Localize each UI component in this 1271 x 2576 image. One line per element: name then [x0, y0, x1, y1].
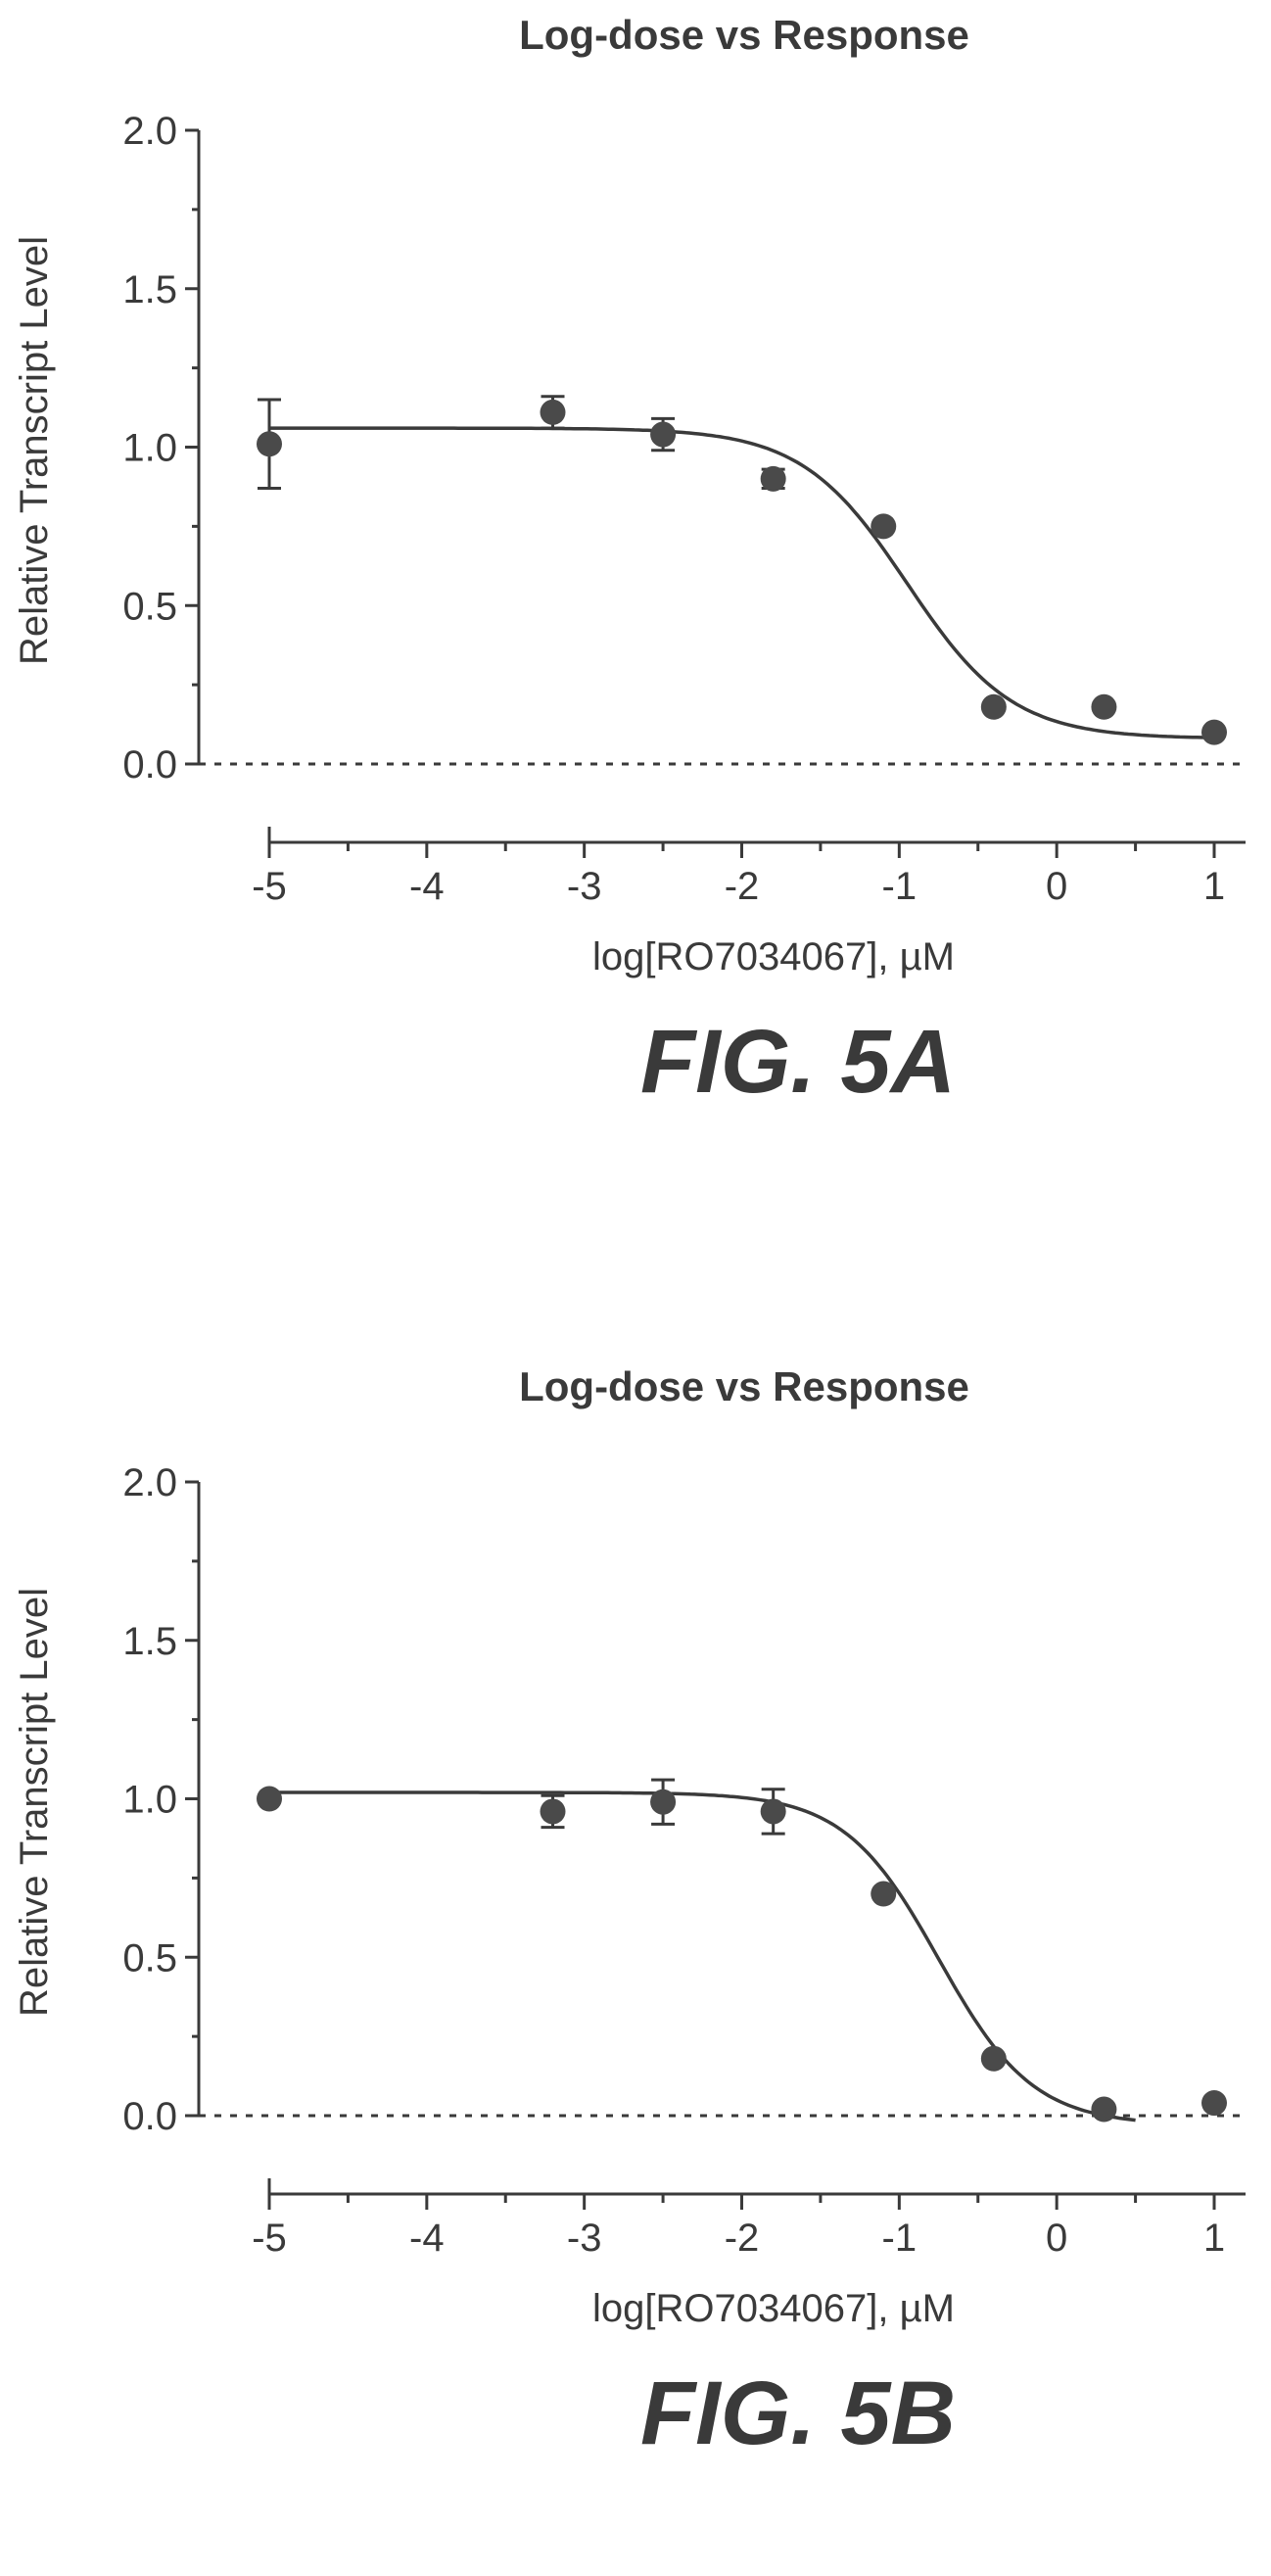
- y-axis-label: Relative Transcript Level: [13, 1588, 56, 2017]
- x-tick-label: -1: [882, 865, 918, 908]
- plot-layer: 0.0 0.5 1.0 1.5 2.0 -5 -4 -3 -2 -1 0 1: [122, 1461, 1246, 2260]
- data-point: [1201, 719, 1227, 745]
- data-point: [650, 421, 677, 448]
- y-tick-label: 1.5: [122, 1620, 177, 1663]
- dose-response-chart-a: Log-dose vs Response Relative Transcript…: [13, 12, 1246, 1112]
- data-point: [980, 2045, 1007, 2072]
- fit-curve: [269, 1790, 1136, 2123]
- x-tick-label: -4: [409, 865, 445, 908]
- x-tick-label: -3: [567, 2217, 602, 2260]
- x-tick-label: 0: [1046, 2217, 1067, 2260]
- x-tick-label: 0: [1046, 865, 1067, 908]
- y-tick-label: 0.0: [122, 2095, 177, 2138]
- dose-response-chart-b: Log-dose vs Response Relative Transcript…: [13, 1363, 1246, 2463]
- y-tick-label: 1.5: [122, 268, 177, 311]
- data-point: [871, 513, 897, 540]
- y-axis-label: Relative Transcript Level: [13, 236, 56, 665]
- data-point: [760, 1798, 786, 1825]
- data-point: [540, 1798, 566, 1825]
- x-axis-label: log[RO7034067], µM: [592, 935, 955, 978]
- y-tick-label: 1.0: [122, 427, 177, 470]
- data-point: [257, 1786, 282, 1812]
- y-tick-label: 1.0: [122, 1779, 177, 1822]
- chart-title: Log-dose vs Response: [519, 1363, 969, 1409]
- data-point: [650, 1789, 677, 1815]
- data-point: [1091, 693, 1117, 720]
- y-tick-label: 2.0: [122, 1461, 177, 1504]
- y-tick-label: 0.5: [122, 585, 177, 628]
- data-point: [1201, 2090, 1227, 2117]
- figure-caption: FIG. 5A: [640, 1012, 956, 1112]
- x-tick-label: -5: [252, 2217, 287, 2260]
- figure-5b: Log-dose vs Response Relative Transcript…: [0, 1352, 1271, 2576]
- y-tick-label: 0.0: [122, 743, 177, 787]
- x-axis-label: log[RO7034067], µM: [592, 2287, 955, 2330]
- x-tick-label: -3: [567, 865, 602, 908]
- x-tick-label: 1: [1203, 2217, 1225, 2260]
- x-tick-label: -1: [882, 2217, 918, 2260]
- x-tick-label: -2: [725, 2217, 760, 2260]
- figure-caption: FIG. 5B: [640, 2363, 956, 2463]
- x-tick-label: -5: [252, 865, 287, 908]
- plot-layer: 0.0 0.5 1.0 1.5 2.0 -5 -4 -3 -2 -1 0 1: [122, 110, 1246, 908]
- y-tick-label: 0.5: [122, 1936, 177, 1980]
- data-point: [257, 431, 282, 457]
- data-point: [1091, 2096, 1117, 2123]
- x-tick-label: -4: [409, 2217, 445, 2260]
- data-point: [871, 1881, 897, 1907]
- y-tick-label: 2.0: [122, 110, 177, 153]
- data-point: [540, 399, 566, 425]
- data-point: [760, 465, 786, 492]
- figure-5a: Log-dose vs Response Relative Transcript…: [0, 0, 1271, 1224]
- chart-title: Log-dose vs Response: [519, 12, 969, 58]
- x-tick-label: 1: [1203, 865, 1225, 908]
- x-tick-label: -2: [725, 865, 760, 908]
- fit-curve: [269, 426, 1215, 739]
- data-point: [980, 693, 1007, 720]
